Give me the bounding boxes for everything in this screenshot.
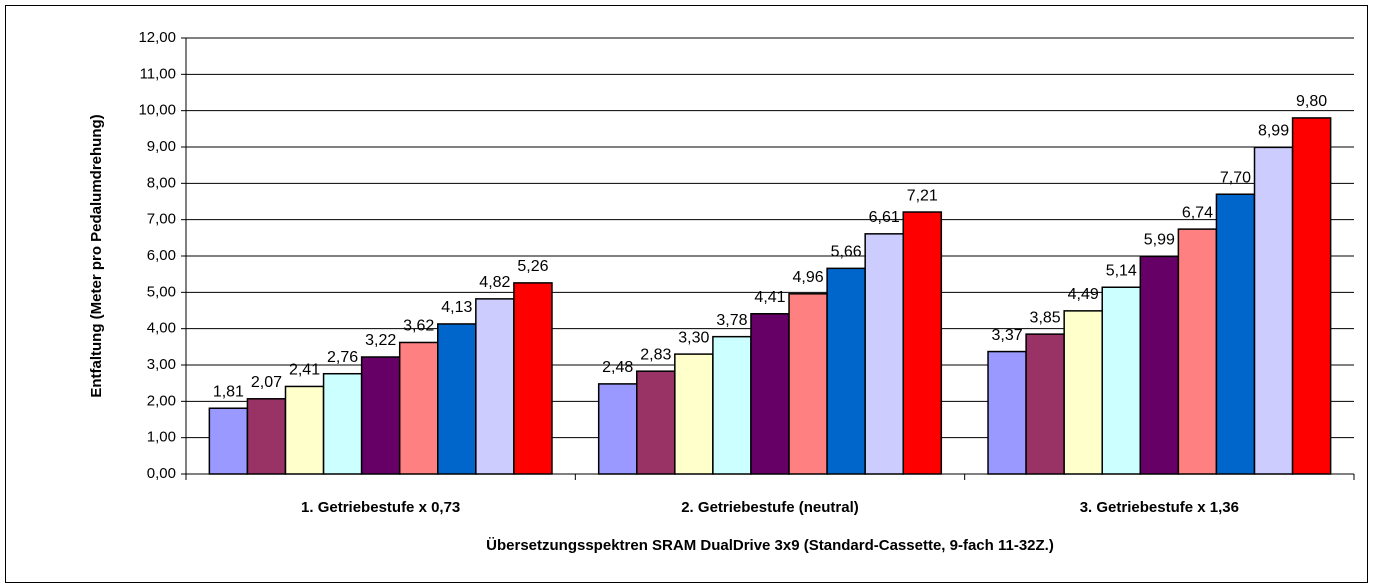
bar [475, 298, 515, 475]
data-label: 7,70 [1220, 169, 1251, 186]
y-tick-label: 1,00 [147, 429, 176, 446]
y-tick-label: 8,00 [147, 174, 176, 191]
bar [437, 323, 477, 475]
bar [674, 353, 714, 475]
bar [1101, 286, 1142, 475]
data-label: 1,81 [213, 383, 244, 400]
data-label: 6,74 [1182, 204, 1213, 221]
data-label: 4,41 [754, 289, 785, 306]
bar [398, 341, 439, 475]
x-axis-title: Übersetzungsspektren SRAM DualDrive 3x9 … [486, 537, 1054, 554]
data-label: 3,30 [678, 329, 709, 346]
data-label: 4,96 [792, 269, 823, 286]
data-label: 5,14 [1106, 262, 1137, 279]
x-tick-label: 1. Getriebestufe x 0,73 [301, 499, 460, 516]
bar [636, 370, 676, 475]
data-label: 3,37 [991, 327, 1022, 344]
data-label: 3,62 [403, 318, 434, 335]
bar [284, 385, 325, 475]
data-label: 5,99 [1144, 232, 1175, 249]
bar [360, 356, 401, 475]
data-label: 5,26 [517, 258, 548, 275]
y-axis-title: Entfaltung (Meter pro Pedalumdrehung) [88, 114, 105, 397]
data-label: 9,80 [1296, 93, 1327, 110]
bar [902, 211, 943, 475]
bar [208, 407, 249, 475]
y-tick-label: 6,00 [147, 247, 176, 264]
bar [987, 350, 1027, 475]
y-tick-label: 5,00 [147, 283, 176, 300]
data-label: 5,66 [831, 244, 862, 261]
bar [1253, 146, 1294, 475]
bar [712, 335, 752, 475]
data-label: 2,48 [602, 359, 633, 376]
y-tick-label: 9,00 [147, 138, 176, 155]
data-label: 8,99 [1258, 123, 1289, 140]
y-tick-label: 0,00 [147, 465, 176, 482]
bar [1139, 255, 1180, 475]
data-label: 2,76 [327, 349, 358, 366]
bar [1215, 193, 1256, 475]
y-tick-label: 4,00 [147, 320, 176, 337]
data-label: 3,22 [365, 332, 396, 349]
y-tick-label: 7,00 [147, 211, 176, 228]
bar [1291, 117, 1332, 475]
y-tick-label: 2,00 [147, 392, 176, 409]
bar [788, 293, 828, 475]
data-label: 2,07 [251, 374, 282, 391]
data-label: 7,21 [907, 187, 938, 204]
bar [1063, 310, 1103, 475]
data-label: 4,49 [1068, 286, 1099, 303]
x-tick-label: 3. Getriebestufe x 1,36 [1080, 499, 1239, 516]
y-tick-label: 12,00 [138, 29, 176, 46]
data-label: 2,83 [640, 346, 671, 363]
y-tick-label: 10,00 [138, 102, 176, 119]
bar [597, 383, 638, 475]
data-label: 6,61 [869, 209, 900, 226]
y-tick-label: 3,00 [147, 356, 176, 373]
bar [322, 372, 363, 475]
data-label: 3,85 [1030, 309, 1061, 326]
data-label: 4,82 [479, 274, 510, 291]
data-label: 4,13 [441, 299, 472, 316]
x-tick-label: 2. Getriebestufe (neutral) [681, 499, 859, 516]
bar [246, 398, 287, 475]
bar [1177, 228, 1218, 475]
bar [750, 313, 790, 475]
y-tick-label: 11,00 [140, 65, 176, 82]
data-label: 3,78 [716, 312, 747, 329]
data-label: 2,41 [289, 362, 320, 379]
bar [1025, 333, 1065, 475]
bar [864, 233, 904, 475]
bar [826, 267, 866, 475]
bar [513, 282, 553, 475]
